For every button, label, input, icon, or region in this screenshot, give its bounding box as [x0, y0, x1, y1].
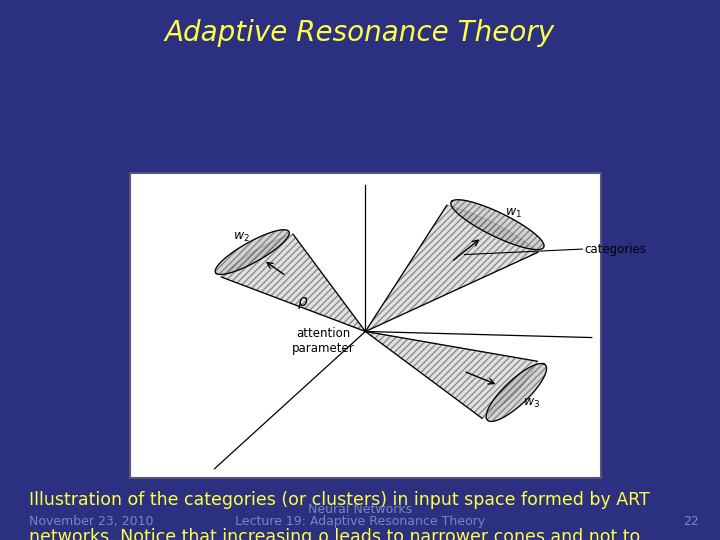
Text: $w_1$: $w_1$	[505, 207, 521, 220]
Polygon shape	[221, 234, 365, 332]
Text: Illustration of the categories (or clusters) in input space formed by ART: Illustration of the categories (or clust…	[29, 491, 649, 509]
Polygon shape	[451, 200, 544, 249]
Polygon shape	[486, 363, 546, 421]
Polygon shape	[365, 332, 537, 418]
Text: Lecture 19: Adaptive Resonance Theory: Lecture 19: Adaptive Resonance Theory	[235, 515, 485, 528]
Text: attention
parameter: attention parameter	[292, 327, 354, 355]
Bar	[130, 173, 601, 478]
Polygon shape	[365, 205, 538, 332]
Text: $w_2$: $w_2$	[233, 232, 250, 245]
Text: networks. Notice that increasing ρ leads to narrower cones and not to: networks. Notice that increasing ρ leads…	[29, 528, 640, 540]
Text: $w_3$: $w_3$	[523, 397, 541, 410]
Text: 22: 22	[683, 515, 698, 528]
Text: categories: categories	[585, 242, 647, 255]
Text: Neural Networks: Neural Networks	[308, 503, 412, 516]
Text: November 23, 2010: November 23, 2010	[29, 515, 153, 528]
Polygon shape	[215, 230, 289, 274]
Text: Adaptive Resonance Theory: Adaptive Resonance Theory	[165, 19, 555, 47]
Text: $\rho$: $\rho$	[297, 295, 309, 312]
